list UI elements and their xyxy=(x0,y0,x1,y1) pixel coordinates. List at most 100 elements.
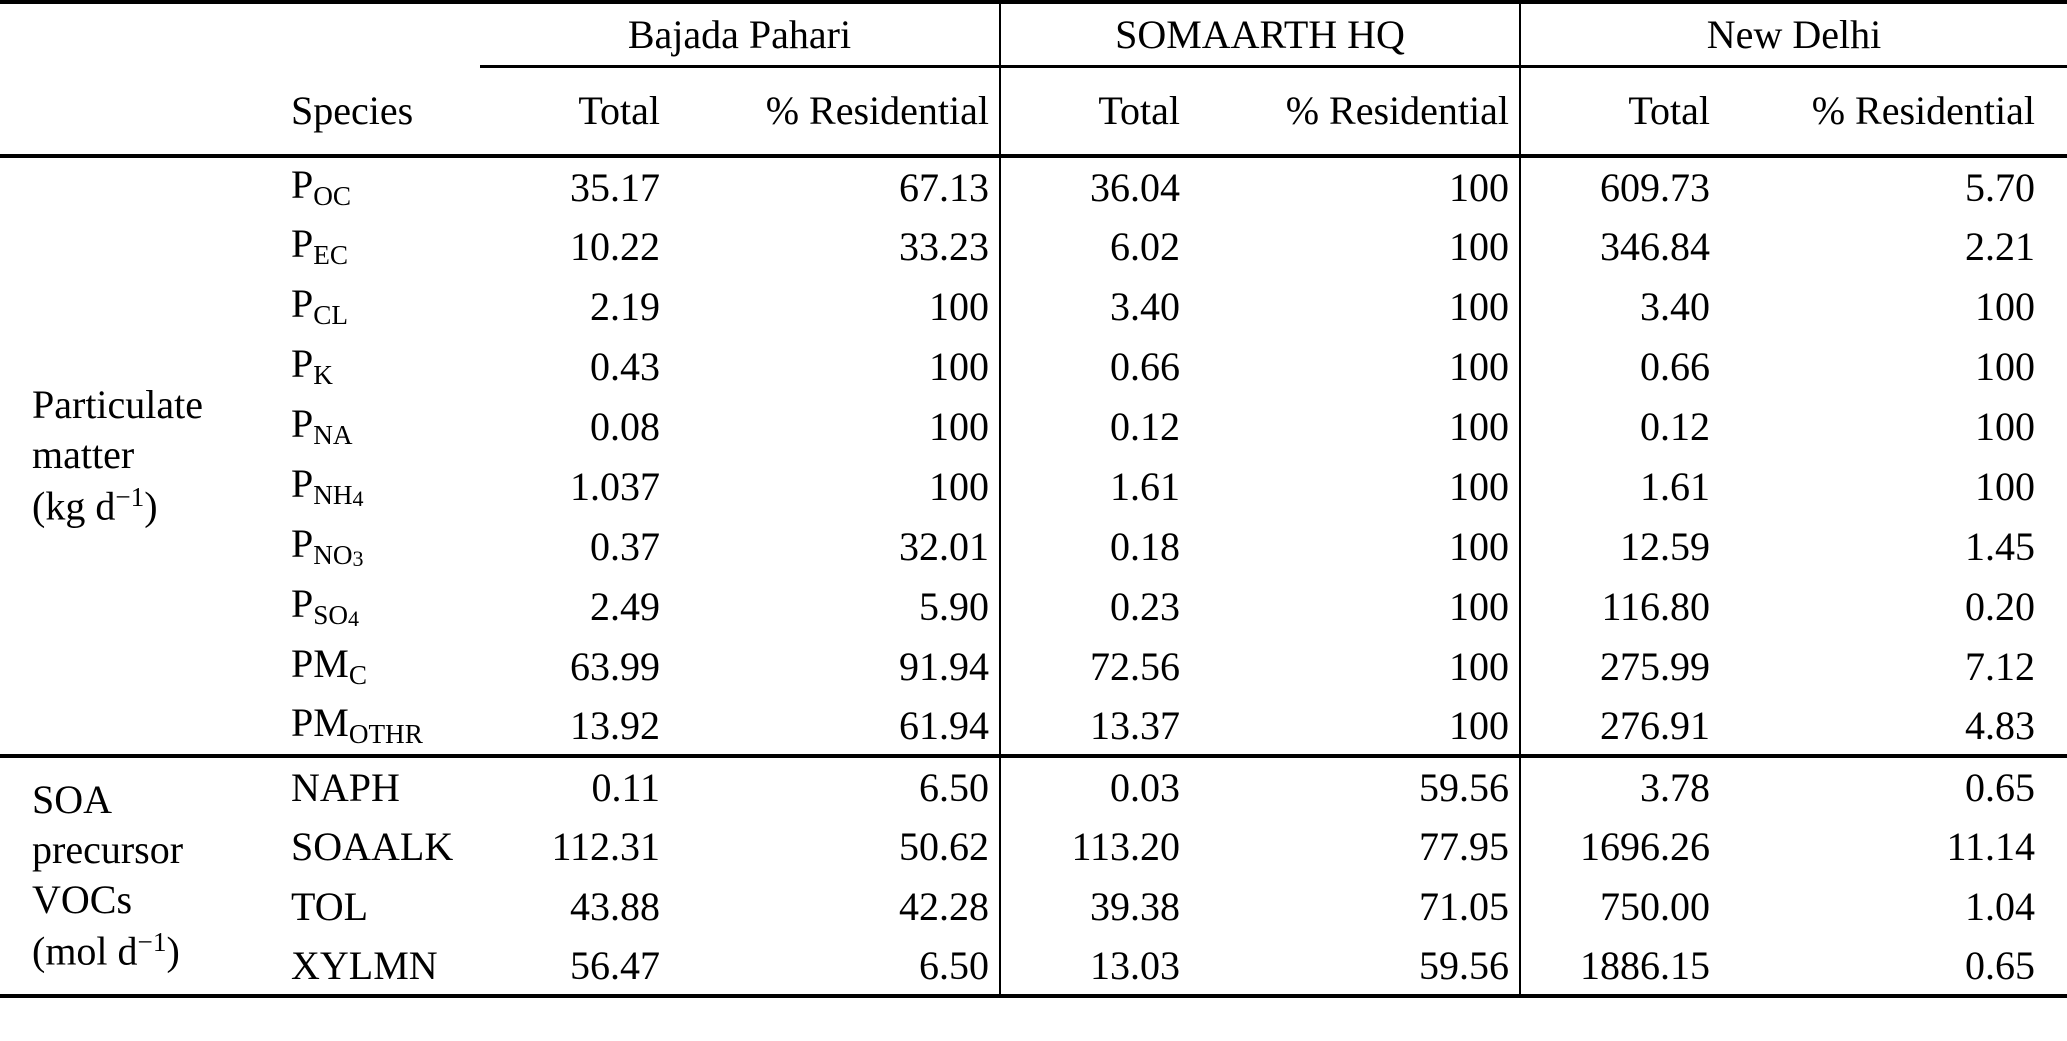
label-line: SOA xyxy=(32,777,113,823)
table-row: PK 0.43 100 0.66 100 0.66 100 xyxy=(0,336,2067,396)
cell-pct-residential: 100 xyxy=(929,283,989,329)
cell-total: 0.12 xyxy=(1519,396,1720,456)
table-row: PNH4 1.037 100 1.61 100 1.61 100 xyxy=(0,456,2067,516)
location-header-bajada-pahari: Bajada Pahari xyxy=(480,2,1000,68)
cell-total: 276.91 xyxy=(1519,696,1720,756)
unit-text: (mol d xyxy=(32,928,138,974)
cell-total: 56.47 xyxy=(570,942,660,988)
cell-pct-residential: 67.13 xyxy=(899,164,989,210)
table-row: XYLMN 56.47 6.50 13.03 59.56 1886.15 0.6… xyxy=(0,936,2067,996)
species-base: P xyxy=(291,220,314,266)
species-subsubscript: 4 xyxy=(348,606,360,632)
cell-total: 3.40 xyxy=(999,276,1190,336)
cell-pct-residential: 91.94 xyxy=(899,643,989,689)
location-header-new-delhi: New Delhi xyxy=(1519,2,2067,68)
table-row: PSO4 2.49 5.90 0.23 100 116.80 0.20 xyxy=(0,576,2067,636)
cell-pct-residential: 6.50 xyxy=(670,754,1000,816)
species-cell: NAPH xyxy=(265,754,480,816)
cell-pct-residential: 77.95 xyxy=(1419,823,1509,869)
species-base: P xyxy=(291,280,314,326)
species-base: P xyxy=(291,460,314,506)
label-line: VOCs xyxy=(32,877,133,923)
cell-pct-residential: 100 xyxy=(1449,164,1509,210)
species-subscript: EC xyxy=(313,239,348,270)
cell-pct-residential: 100 xyxy=(929,463,989,509)
cell-pct-residential: 100 xyxy=(1449,583,1509,629)
cell-total: 43.88 xyxy=(570,883,660,929)
location-header-row: Bajada Pahari SOMAARTH HQ New Delhi xyxy=(0,2,2067,68)
cell-pct-residential: 100 xyxy=(1975,403,2035,449)
cell-total: 346.84 xyxy=(1519,216,1720,276)
cell-total: 3.78 xyxy=(1519,754,1720,816)
cell-pct-residential: 100 xyxy=(929,403,989,449)
table-row: PCL 2.19 100 3.40 100 3.40 100 xyxy=(0,276,2067,336)
row-group-label-particulate-matter: Particulate matter (kg d−1) xyxy=(0,156,265,756)
cell-total: 13.37 xyxy=(999,696,1190,756)
species-base: P xyxy=(291,400,314,446)
cell-pct-residential: 100 xyxy=(1975,463,2035,509)
cell-total: 0.11 xyxy=(480,754,670,816)
cell-total: 13.03 xyxy=(999,936,1190,996)
cell-pct-residential: 100 xyxy=(1449,463,1509,509)
cell-total: 35.17 xyxy=(570,164,660,210)
table-row: PEC 10.22 33.23 6.02 100 346.84 2.21 xyxy=(0,216,2067,276)
cell-total: 0.12 xyxy=(999,396,1190,456)
cell-pct-residential: 100 xyxy=(1449,283,1509,329)
cell-pct-residential: 100 xyxy=(1449,223,1509,269)
cell-total: 6.02 xyxy=(999,216,1190,276)
species-cell: PEC xyxy=(265,216,480,276)
cell-total: 609.73 xyxy=(1519,156,1720,216)
cell-pct-residential: 100 xyxy=(1449,343,1509,389)
cell-pct-residential: 0.20 xyxy=(1965,583,2035,629)
cell-pct-residential: 42.28 xyxy=(899,883,989,929)
location-header-somaarth-hq: SOMAARTH HQ xyxy=(999,2,1520,68)
cell-total: 1886.15 xyxy=(1519,936,1720,996)
species-subscript: CL xyxy=(313,299,348,330)
cell-total: 10.22 xyxy=(570,223,660,269)
species-base: P xyxy=(291,520,314,566)
empty-header-cell xyxy=(0,66,265,158)
column-header-row: Species Total % Residential Total % Resi… xyxy=(0,66,2067,158)
cell-total: 36.04 xyxy=(999,156,1190,216)
table-row: PNA 0.08 100 0.12 100 0.12 100 xyxy=(0,396,2067,456)
cell-pct-residential: 71.05 xyxy=(1419,883,1509,929)
cell-pct-residential: 1.04 xyxy=(1965,883,2035,929)
unit-line: (mol d−1) xyxy=(32,925,264,977)
cell-total: 3.40 xyxy=(1519,276,1720,336)
species-base: P xyxy=(291,580,314,626)
cell-pct-residential: 2.21 xyxy=(1965,223,2035,269)
unit-text: ) xyxy=(166,928,180,974)
cell-total: 750.00 xyxy=(1519,876,1720,936)
unit-superscript: −1 xyxy=(137,927,167,958)
cell-pct-residential: 100 xyxy=(1449,702,1509,748)
emissions-table: Bajada Pahari SOMAARTH HQ New Delhi Spec… xyxy=(0,0,2067,998)
species-subsubscript: 3 xyxy=(352,546,364,572)
corner-cell xyxy=(0,2,480,66)
cell-pct-residential: 100 xyxy=(1975,343,2035,389)
cell-pct-residential: 7.12 xyxy=(1965,643,2035,689)
species-column-header: Species xyxy=(265,66,480,158)
cell-pct-residential: 5.90 xyxy=(919,583,989,629)
species-subscript: K xyxy=(313,359,333,390)
cell-pct-residential: 11.14 xyxy=(1946,823,2035,869)
cell-total: 39.38 xyxy=(999,876,1190,936)
species-base: PM xyxy=(291,640,349,686)
cell-pct-residential: 0.65 xyxy=(1720,754,2067,816)
soa-precursor-section: SOA precursor VOCs (mol d−1) NAPH 0.11 6… xyxy=(0,754,2067,996)
species-base: XYLMN xyxy=(291,942,438,988)
total-column-header: Total xyxy=(999,66,1190,158)
species-cell: PSO4 xyxy=(265,576,480,636)
species-cell: TOL xyxy=(265,876,480,936)
cell-total: 0.66 xyxy=(999,336,1190,396)
cell-pct-residential: 50.62 xyxy=(899,823,989,869)
cell-total: 2.49 xyxy=(590,583,660,629)
cell-pct-residential: 61.94 xyxy=(899,702,989,748)
cell-total: 63.99 xyxy=(570,643,660,689)
table-row: PMOTHR 13.92 61.94 13.37 100 276.91 4.83 xyxy=(0,696,2067,756)
species-base: NAPH xyxy=(291,764,400,810)
table-row: Particulate matter (kg d−1) POC 35.17 67… xyxy=(0,156,2067,529)
cell-pct-residential: 59.56 xyxy=(1190,754,1520,816)
table-row: TOL 43.88 42.28 39.38 71.05 750.00 1.04 xyxy=(0,876,2067,936)
species-cell: PMC xyxy=(265,636,480,696)
species-base: SOAALK xyxy=(291,823,454,869)
